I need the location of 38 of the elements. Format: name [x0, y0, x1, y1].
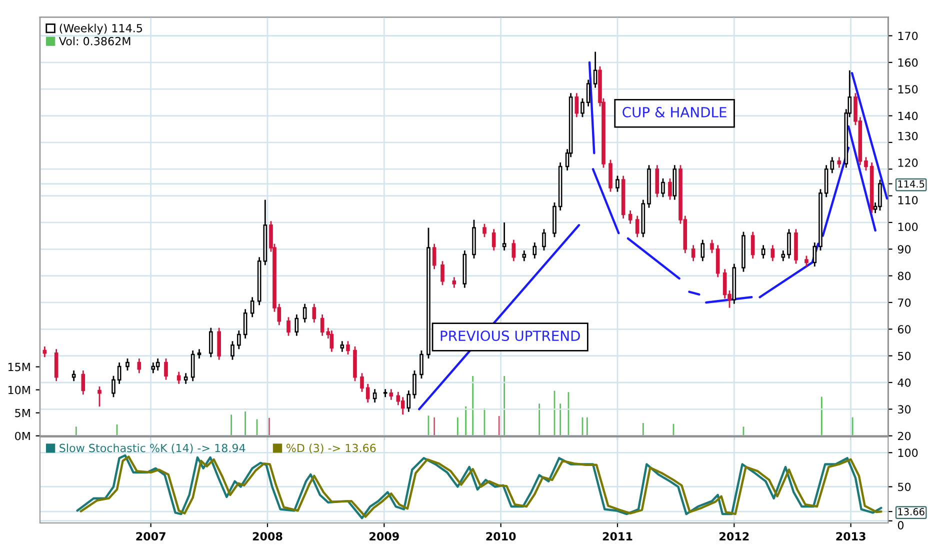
x-tick-label: 2009 [370, 532, 399, 541]
y-tick-label: 80 [898, 272, 911, 280]
y2-tick-label: 0M [15, 432, 30, 440]
y-tick-label: 50 [898, 352, 911, 360]
y2-tick-label: 10M [8, 386, 30, 394]
x-tick-label: 2011 [602, 532, 632, 541]
legend-label: Vol: 0.3862M [58, 36, 130, 46]
y-tick-label: 170 [898, 32, 918, 40]
annotation: PREVIOUS UPTREND [440, 330, 580, 342]
y2-tick-label: 15M [8, 362, 30, 372]
y-tick-label: 110 [898, 196, 918, 204]
y2-tick-label: 5M [15, 408, 30, 418]
y-tick-label: 30 [898, 405, 911, 414]
legend-label: (Weekly) 114.5 [60, 24, 142, 34]
y-tick-label: 114.5 [898, 180, 924, 188]
legend-label: %D (3) -> 13.66 [286, 444, 376, 454]
x-tick-label: 2007 [136, 532, 166, 541]
y-tick-label: 50 [898, 482, 911, 492]
y-tick-label: 100 [898, 448, 918, 458]
y-tick-label: 150 [898, 85, 918, 94]
annotation: CUP & HANDLE [622, 106, 726, 118]
x-tick-label: 2008 [252, 532, 282, 541]
y-tick-label: 120 [898, 158, 918, 167]
x-tick-label: 2010 [486, 532, 516, 541]
y-tick-label: 20 [898, 432, 911, 440]
y-tick-label: 70 [898, 298, 911, 307]
x-tick-label: 2013 [836, 532, 866, 541]
y-tick-label: 90 [898, 245, 911, 254]
y-tick-label: 140 [898, 112, 918, 120]
y-tick-label: 0 [898, 521, 904, 530]
x-tick-label: 2012 [720, 532, 749, 541]
y-tick-label: 13.66 [898, 508, 924, 516]
legend-label: Slow Stochastic %K (14) -> 18.94 [60, 444, 246, 454]
y-tick-label: 60 [898, 325, 911, 334]
y-tick-label: 160 [898, 58, 918, 67]
y-tick-label: 40 [898, 378, 911, 387]
y-tick-label: 130 [898, 132, 918, 140]
y-tick-label: 100 [898, 222, 918, 232]
